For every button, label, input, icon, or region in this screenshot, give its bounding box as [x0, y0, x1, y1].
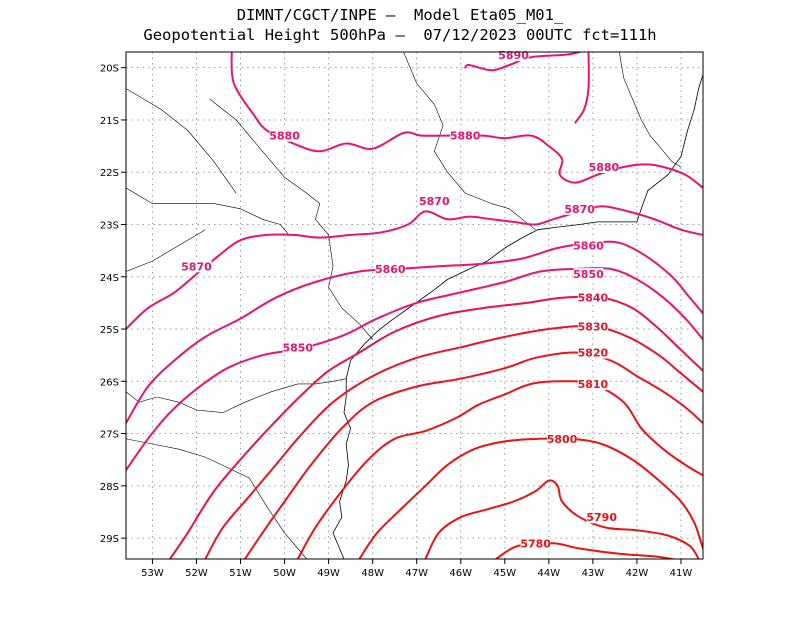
contour-5790	[424, 479, 700, 559]
contour-label-bg	[573, 268, 604, 281]
contour-lines	[126, 52, 703, 559]
contour-label-bg	[282, 341, 313, 354]
state-border	[209, 98, 373, 340]
contour-label-5860: 5860	[375, 263, 406, 276]
x-tick-label: 53W	[141, 568, 164, 579]
contour-label-5850: 5850	[573, 268, 604, 281]
y-tick-label: 23S	[100, 220, 119, 231]
contour-label-5830: 5830	[578, 320, 609, 333]
y-tick-label: 25S	[100, 325, 119, 336]
contour-label-5860: 5860	[573, 239, 604, 252]
contour-label-5880: 5880	[450, 130, 481, 143]
grid-lines	[126, 52, 703, 559]
contour-5780	[495, 542, 674, 559]
contour-label-bg	[577, 377, 608, 390]
state-border	[126, 378, 347, 413]
x-tick-label: 47W	[405, 568, 428, 579]
contour-label-5880: 5880	[269, 130, 300, 143]
contour-label-bg	[577, 346, 608, 359]
contour-5880	[574, 52, 590, 124]
contour-label-bg	[588, 160, 619, 173]
contour-5850	[126, 267, 703, 472]
contour-5870	[126, 205, 703, 330]
contour-label-5810: 5810	[578, 378, 609, 391]
contour-label-5820: 5820	[578, 347, 609, 360]
plot-frame	[125, 51, 704, 560]
contour-label-bg	[520, 537, 551, 550]
contour-label-5870: 5870	[181, 260, 212, 273]
x-tick-label: 42W	[626, 568, 649, 579]
state-border	[126, 88, 237, 194]
y-tick-label: 24S	[100, 273, 119, 284]
x-axis-ticks: 53W 52W 51W 50W 49W 48W 47W 46W 45W 44W 43W 42W 41W	[141, 559, 692, 579]
contour-label-5800: 5800	[547, 433, 578, 446]
x-tick-label: 46W	[449, 568, 472, 579]
contour-label-bg	[547, 432, 578, 445]
y-tick-label: 21S	[100, 116, 119, 127]
contour-label-bg	[573, 239, 604, 252]
y-axis-ticks: 20S 21S 22S 23S 24S 25S 26S 27S 28S 29S	[100, 64, 126, 545]
contour-label-5840: 5840	[578, 292, 609, 305]
contour-5820	[243, 351, 703, 559]
map-boundaries	[126, 52, 703, 559]
contour-5830	[204, 325, 703, 559]
contour-5810	[296, 380, 703, 559]
contour-label-5880: 5880	[589, 161, 620, 174]
x-tick-label: 51W	[229, 568, 252, 579]
contour-5860	[126, 240, 703, 425]
contour-label-5890: 5890	[498, 49, 529, 62]
contour-label-bg	[269, 129, 300, 142]
contour-5800	[358, 437, 703, 559]
y-tick-label: 29S	[100, 534, 119, 545]
x-tick-label: 52W	[185, 568, 208, 579]
contour-label-bg	[375, 262, 406, 275]
contour-label-bg	[564, 202, 595, 215]
x-tick-label: 43W	[582, 568, 605, 579]
contour-labels: 5890 5880 5880 5880 5870 5870 5870 5860 5860 5850…	[181, 49, 620, 550]
contour-label-5780: 5780	[520, 537, 551, 550]
contour-label-bg	[586, 511, 617, 524]
chart-title-line-1: DIMNT/CGCT/INPE – Model Eta05_M01_	[236, 6, 564, 24]
y-tick-label: 28S	[100, 482, 119, 493]
state-border	[619, 52, 682, 168]
state-border	[126, 187, 290, 236]
contour-5890	[464, 52, 581, 72]
chart-title-line-2: Geopotential Height 500hPa – 07/12/2023 …	[143, 26, 657, 44]
contour-label-5870: 5870	[419, 195, 450, 208]
state-border	[126, 438, 307, 559]
contour-5840	[169, 295, 703, 559]
y-tick-label: 22S	[100, 168, 119, 179]
x-tick-label: 48W	[361, 568, 384, 579]
coastline	[332, 73, 703, 559]
contour-label-bg	[450, 129, 481, 142]
x-tick-label: 41W	[670, 568, 693, 579]
x-tick-label: 49W	[317, 568, 340, 579]
contour-label-bg	[577, 320, 608, 333]
contour-label-5790: 5790	[586, 511, 617, 524]
x-tick-label: 50W	[273, 568, 296, 579]
x-tick-label: 45W	[493, 568, 516, 579]
contour-5880	[230, 52, 703, 189]
y-tick-label: 26S	[100, 377, 119, 388]
y-tick-label: 27S	[100, 430, 119, 441]
x-tick-label: 44W	[538, 568, 561, 579]
contour-label-bg	[181, 260, 212, 273]
state-border	[403, 52, 536, 230]
contour-label-5870: 5870	[564, 203, 595, 216]
contour-label-5850: 5850	[282, 341, 313, 354]
contour-label-bg	[577, 291, 608, 304]
y-tick-label: 20S	[100, 64, 119, 75]
state-border	[126, 229, 206, 272]
contour-label-bg	[419, 194, 450, 207]
